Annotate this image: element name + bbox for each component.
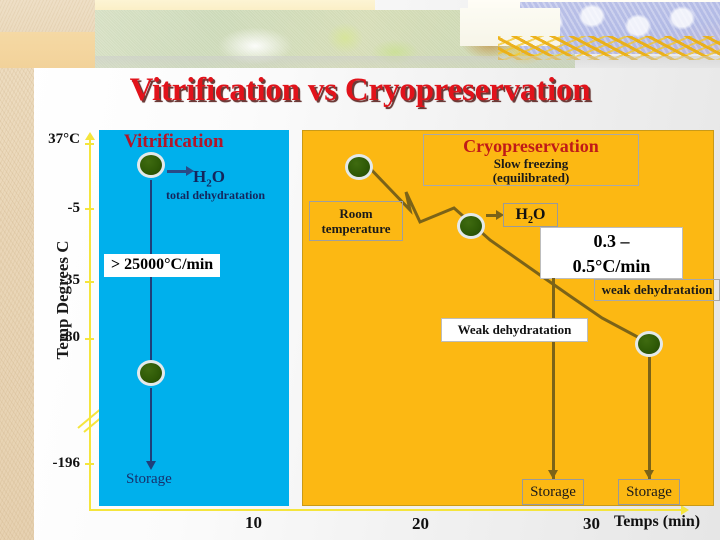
x-tick-label-20: 20 xyxy=(412,514,429,533)
y-tick-label-minus35: -35 xyxy=(60,272,80,288)
cryopreservation-storage-box-2: Storage xyxy=(618,479,680,505)
y-tick-minus80 xyxy=(85,338,94,340)
vitrification-panel xyxy=(99,130,289,506)
vitrification-h2o-arrow-shaft xyxy=(167,170,187,173)
cryopreservation-h2o-arrow-shaft xyxy=(486,214,498,217)
vitrification-storage-label: Storage xyxy=(126,471,172,487)
vitrification-h2o-label: H2O xyxy=(193,167,225,189)
h2o-2: 2 xyxy=(528,215,533,227)
cryopreservation-cell-start xyxy=(345,154,373,180)
y-tick-minus196 xyxy=(85,463,94,465)
h2o-h: H xyxy=(515,206,528,223)
y-tick-minus35 xyxy=(85,281,94,283)
decorative-banner xyxy=(0,0,720,68)
room-temperature-line-2: temperature xyxy=(321,221,391,236)
cryopreservation-subtitle-2: (equilibrated) xyxy=(492,170,570,185)
vitrification-cell-top xyxy=(137,152,165,178)
vitrification-h2o-arrow-head xyxy=(186,166,194,176)
y-tick-label-37: 37°C xyxy=(48,131,80,147)
y-tick-minus5 xyxy=(85,208,94,210)
cryopreservation-title-box: Cryopreservation Slow freezing (equilibr… xyxy=(423,134,639,186)
weak-dehydration-right-box: weak dehydratation xyxy=(594,279,720,301)
x-tick-label-10: 10 xyxy=(245,513,262,532)
y-axis-line xyxy=(89,139,91,511)
cryopreservation-storage-line-1 xyxy=(552,278,555,479)
x-axis-title: Temps (min) xyxy=(614,513,701,530)
vitrification-dehydration-note: total dehydratation xyxy=(166,188,265,202)
cryopreservation-h2o-box: H2O xyxy=(503,203,558,227)
y-axis-title: Temp Degrees C xyxy=(53,240,72,360)
weak-dehydration-mid-box: Weak dehydratation xyxy=(441,318,588,342)
vitrification-cooling-line-lower xyxy=(150,388,152,464)
y-tick-label-minus80: -80 xyxy=(60,329,80,345)
x-axis-line xyxy=(89,509,683,511)
h2o-2: 2 xyxy=(206,177,212,190)
y-tick-label-minus196: -196 xyxy=(52,455,81,471)
vitrification-heading: Vitrification xyxy=(124,131,224,152)
x-axis-arrowhead xyxy=(681,505,689,515)
cryopreservation-h2o-arrow-head xyxy=(496,210,504,220)
cryopreservation-storage-arrowhead-2 xyxy=(644,470,654,479)
cryopreservation-cooling-rate-box: 0.3 – 0.5°C/min xyxy=(540,227,683,279)
cryopreservation-heading: Cryopreservation xyxy=(463,136,599,156)
cryopreservation-storage-line-2 xyxy=(648,357,651,479)
cryopreservation-cooling-rate-line-2: 0.5°C/min xyxy=(572,256,651,276)
vitrification-cooling-rate: > 25000°C/min xyxy=(104,254,221,277)
cryopreservation-cell-middle xyxy=(457,213,485,239)
cryopreservation-cooling-rate-line-1: 0.3 – xyxy=(593,231,630,251)
cryopreservation-subtitle-1: Slow freezing xyxy=(493,156,569,171)
x-tick-label-30: 30 xyxy=(583,514,600,533)
h2o-o: O xyxy=(533,206,546,223)
cryopreservation-storage-box-1: Storage xyxy=(522,479,584,505)
vitrification-storage-arrowhead xyxy=(146,461,156,470)
cryopreservation-cell-end xyxy=(635,331,663,357)
cryopreservation-storage-arrowhead-1 xyxy=(548,470,558,479)
room-temperature-line-1: Room xyxy=(339,206,373,221)
vitrification-cell-bottom xyxy=(137,360,165,386)
banner-shadow-fade xyxy=(95,56,720,68)
room-temperature-box: Room temperature xyxy=(309,201,403,241)
y-tick-37 xyxy=(85,143,94,145)
paper-texture-left xyxy=(0,0,34,540)
h2o-h: H xyxy=(193,167,207,186)
y-tick-label-minus5: -5 xyxy=(67,200,81,216)
h2o-o: O xyxy=(211,167,225,186)
page-title: Vitrification vs Cryopreservation xyxy=(129,72,591,108)
y-axis-arrowhead xyxy=(85,132,95,140)
